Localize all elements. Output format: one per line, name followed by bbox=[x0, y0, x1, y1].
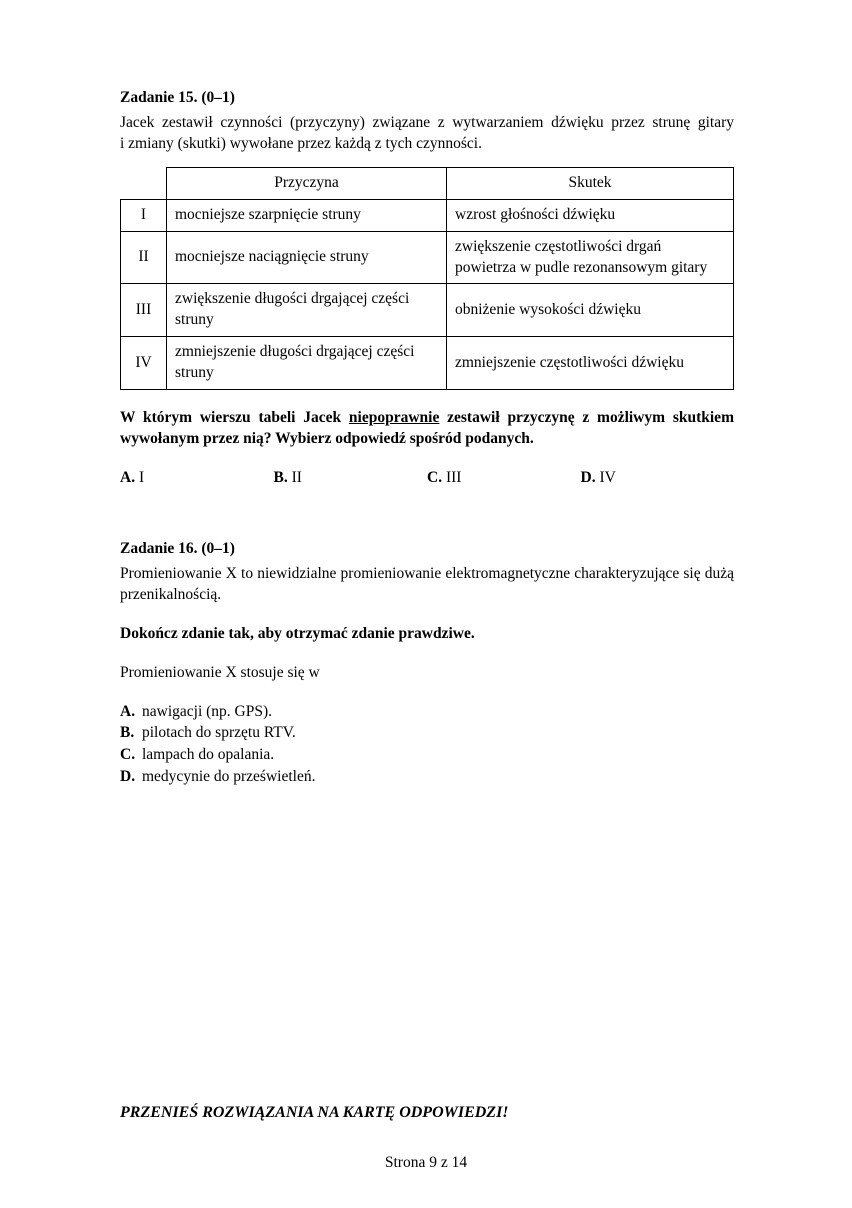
spacer bbox=[120, 515, 734, 539]
footer: PRZENIEŚ ROZWIĄZANIA NA KARTĘ ODPOWIEDZI… bbox=[120, 1104, 734, 1122]
row-effect: zwiększenie częstotliwości drgań powietr… bbox=[447, 231, 734, 284]
row-effect: wzrost głośności dźwięku bbox=[447, 199, 734, 231]
question-pre: W którym wierszu tabeli Jacek bbox=[120, 409, 349, 426]
row-cause: zwiększenie długości drgającej części st… bbox=[167, 284, 447, 337]
task-15-options: A. I B. II C. III D. IV bbox=[120, 468, 734, 489]
cause-effect-table: Przyczyna Skutek I mocniejsze szarpnięci… bbox=[120, 167, 734, 390]
transfer-note: PRZENIEŚ ROZWIĄZANIA NA KARTĘ ODPOWIEDZI… bbox=[120, 1104, 734, 1122]
table-row: I mocniejsze szarpnięcie struny wzrost g… bbox=[121, 199, 734, 231]
option-c[interactable]: C. III bbox=[427, 468, 581, 489]
task-16-instruction: Dokończ zdanie tak, aby otrzymać zdanie … bbox=[120, 624, 734, 645]
task-16: Zadanie 16. (0–1) Promieniowanie X to ni… bbox=[120, 539, 734, 788]
exam-page: Zadanie 15. (0–1) Jacek zestawił czynnoś… bbox=[0, 0, 852, 829]
table-header-cause: Przyczyna bbox=[167, 167, 447, 199]
question-underlined: niepoprawnie bbox=[349, 409, 439, 426]
option-d[interactable]: D.medycynie do prześwietleń. bbox=[120, 767, 734, 788]
task-15-question: W którym wierszu tabeli Jacek niepoprawn… bbox=[120, 408, 734, 450]
row-roman: II bbox=[121, 231, 167, 284]
option-a[interactable]: A.nawigacji (np. GPS). bbox=[120, 702, 734, 723]
row-cause: zmniejszenie długości drgającej części s… bbox=[167, 337, 447, 390]
option-d[interactable]: D. IV bbox=[581, 468, 735, 489]
row-effect: obniżenie wysokości dźwięku bbox=[447, 284, 734, 337]
table-header-effect: Skutek bbox=[447, 167, 734, 199]
row-roman: I bbox=[121, 199, 167, 231]
row-roman: IV bbox=[121, 337, 167, 390]
table-row: II mocniejsze naciągnięcie struny zwięks… bbox=[121, 231, 734, 284]
task-16-options: A.nawigacji (np. GPS). B.pilotach do spr… bbox=[120, 702, 734, 789]
row-cause: mocniejsze szarpnięcie struny bbox=[167, 199, 447, 231]
task-15-header: Zadanie 15. (0–1) bbox=[120, 88, 734, 109]
table-header-empty bbox=[121, 167, 167, 199]
option-b[interactable]: B.pilotach do sprzętu RTV. bbox=[120, 723, 734, 744]
row-effect: zmniejszenie częstotliwości dźwięku bbox=[447, 337, 734, 390]
row-roman: III bbox=[121, 284, 167, 337]
option-b[interactable]: B. II bbox=[274, 468, 428, 489]
task-15-intro: Jacek zestawił czynności (przyczyny) zwi… bbox=[120, 113, 734, 155]
option-c[interactable]: C.lampach do opalania. bbox=[120, 745, 734, 766]
option-a[interactable]: A. I bbox=[120, 468, 274, 489]
row-cause: mocniejsze naciągnięcie struny bbox=[167, 231, 447, 284]
page-number: Strona 9 z 14 bbox=[0, 1154, 852, 1172]
table-row: III zwiększenie długości drgającej częśc… bbox=[121, 284, 734, 337]
table-row: IV zmniejszenie długości drgającej częśc… bbox=[121, 337, 734, 390]
task-16-intro: Promieniowanie X to niewidzialne promien… bbox=[120, 564, 734, 606]
task-16-stem: Promieniowanie X stosuje się w bbox=[120, 663, 734, 684]
task-15: Zadanie 15. (0–1) Jacek zestawił czynnoś… bbox=[120, 88, 734, 489]
task-16-header: Zadanie 16. (0–1) bbox=[120, 539, 734, 560]
